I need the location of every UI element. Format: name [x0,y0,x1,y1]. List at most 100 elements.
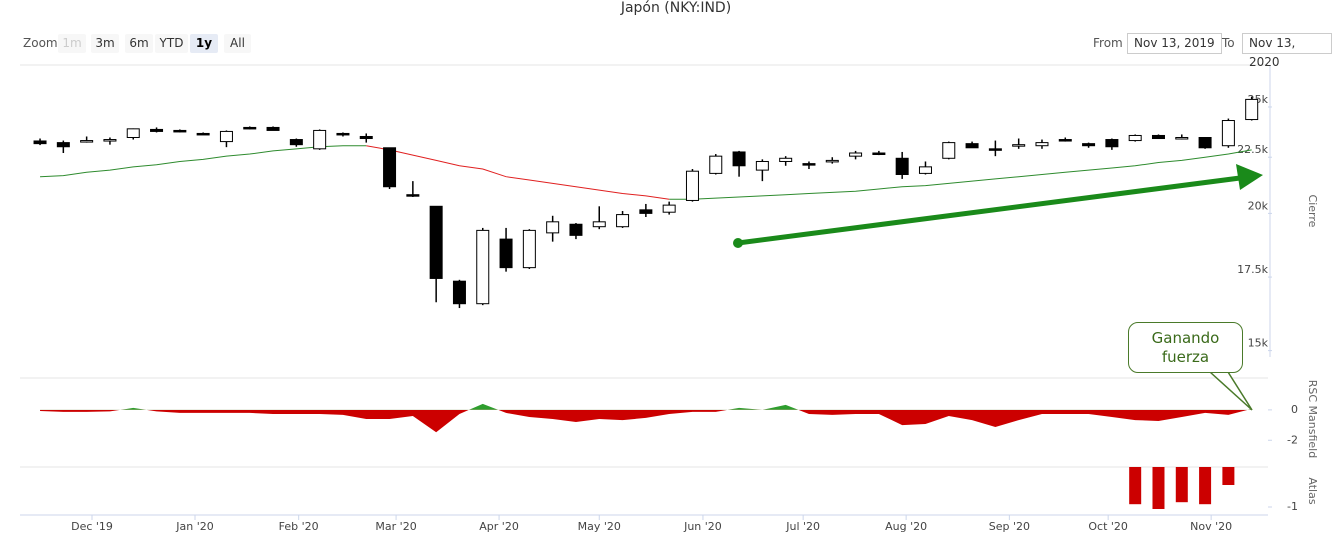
from-label: From [1093,36,1123,50]
candle-body [546,221,560,234]
y-axis-title: Atlas [1306,477,1319,504]
bar [1129,467,1142,505]
x-tick-label: Nov '20 [1190,520,1232,533]
area-negative [40,409,1252,433]
zoom-button: 1m [58,34,86,53]
y-tick-label: 22.5k [1237,143,1268,156]
bar [1222,467,1235,485]
candle-body [662,204,676,213]
candle-body [616,214,630,228]
zoom-button[interactable]: 1y [190,34,218,53]
arrow-head [1236,164,1263,190]
zoom-button[interactable]: 3m [91,34,119,53]
candle-body [1058,139,1072,142]
to-input[interactable]: Nov 13, 2020 [1242,33,1332,69]
candle-body [1245,98,1259,121]
zoom-button[interactable]: All [224,34,251,53]
candle-body [1035,142,1049,147]
candle-body [33,140,47,145]
candle-body [895,157,909,175]
candle-body [289,139,303,146]
arrow-shaft [737,175,1241,246]
candle-body [1175,136,1189,140]
to-label: To [1222,36,1235,50]
candle-body [406,194,420,197]
area-positive [120,403,1252,410]
y-tick-label: -1 [1287,500,1298,513]
candle-body [80,140,94,143]
bar [1199,467,1212,505]
moving-average [366,145,670,200]
candle-body [988,148,1002,151]
x-tick-label: Jul '20 [785,520,820,533]
candle-body [709,155,723,174]
y-tick-label: 0 [1291,403,1298,416]
candle-body [219,130,233,143]
candle-body [336,132,350,136]
candle-body [522,229,536,269]
candle-body [452,280,466,305]
candle-body [103,139,117,142]
moving-average [40,145,1252,200]
x-tick-label: Mar '20 [375,520,416,533]
candle-body [685,170,699,201]
candle-body [126,128,140,138]
zoom-label: Zoom [23,36,58,50]
arrow-tail [733,238,743,248]
candle-body [499,238,513,269]
x-tick-label: Feb '20 [279,520,319,533]
zoom-button[interactable]: YTD [155,34,188,53]
candle-body [872,152,886,156]
candle-body [1082,143,1096,147]
candle-body [150,128,164,132]
candle-body [313,129,327,150]
chart-title: Japón (NKY:IND) [620,0,731,16]
candle-body [1221,120,1235,147]
candle-body [1105,139,1119,148]
y-axis-title: RSC Mansfield [1306,380,1319,458]
zoom-button[interactable]: 6m [125,34,153,53]
y-tick-label: 20k [1248,199,1269,212]
y-tick-label: 15k [1248,337,1269,350]
candle-body [1151,134,1165,140]
candle-body [1128,134,1142,142]
candle-body [1012,144,1026,147]
candle-body [1198,136,1212,149]
x-tick-label: Jun '20 [683,520,722,533]
y-tick-label: 17.5k [1237,263,1268,276]
y-axis-title: Cierre [1306,195,1319,228]
from-input[interactable]: Nov 13, 2019 [1127,33,1222,54]
candle-body [173,129,187,133]
candle-body [56,142,70,148]
candle-body [639,209,653,214]
x-tick-label: Aug '20 [885,520,927,533]
x-tick-label: Dec '19 [71,520,113,533]
candle-body [942,142,956,159]
candle-body [732,151,746,167]
x-tick-label: Oct '20 [1088,520,1128,533]
y-tick-label: -2 [1287,433,1298,446]
candle-body [965,143,979,149]
candle-body [266,126,280,131]
bar [1152,467,1165,509]
candle-body [802,163,816,166]
candle-body [359,135,373,140]
x-tick-label: Sep '20 [989,520,1030,533]
bar [1175,467,1188,503]
candle-body [825,159,839,163]
candle-body [849,152,863,157]
candle-body [569,223,583,236]
x-tick-label: May '20 [578,520,621,533]
candle-body [196,132,210,136]
candle-body [476,229,490,305]
candle-body [243,126,257,130]
candle-body [429,205,443,279]
candle-body [592,221,606,228]
candle-body [779,157,793,162]
callout: Ganando fuerza [1128,322,1243,373]
trend-arrow [733,164,1263,248]
x-tick-label: Jan '20 [175,520,213,533]
x-tick-label: Apr '20 [479,520,519,533]
